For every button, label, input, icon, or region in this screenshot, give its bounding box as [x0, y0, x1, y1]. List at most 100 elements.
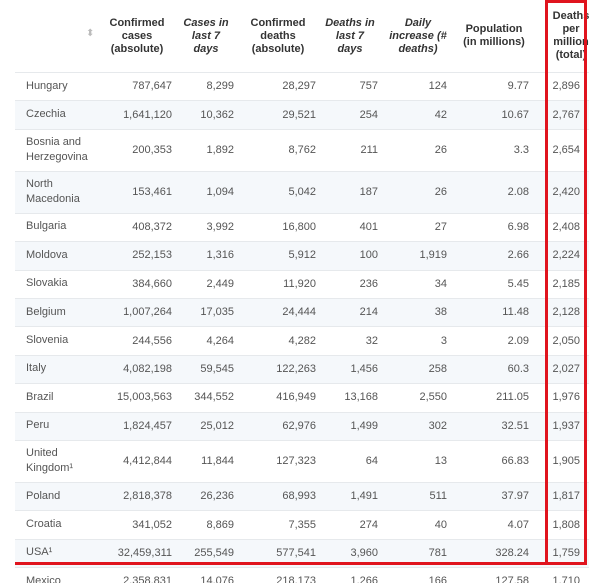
cell-value: 32	[365, 334, 378, 347]
cell-value: 2,449	[206, 277, 234, 290]
cell-value: 2.08	[507, 185, 529, 198]
column-header[interactable]: Confirmed deaths (absolute)	[250, 16, 306, 55]
country-name: United Kingdom¹	[26, 447, 74, 474]
cell-value: 16,800	[282, 220, 316, 233]
cell-value: 5,042	[288, 185, 316, 198]
cell-value: 577,541	[276, 546, 316, 559]
table-row	[15, 510, 589, 538]
sort-icon[interactable]: ⬍	[86, 28, 95, 39]
cell-value: 2,027	[552, 362, 580, 375]
cell-value: 3	[440, 334, 447, 347]
table-row	[15, 269, 589, 298]
cell-value: 4,412,844	[123, 455, 172, 467]
cell-value: 252,153	[132, 249, 172, 262]
cell-value: 68,993	[282, 490, 316, 503]
country-name: Peru	[26, 419, 50, 432]
column-header[interactable]: Deaths per million (total)	[552, 10, 589, 61]
cell-value: 32.51	[501, 419, 529, 432]
cell-value: 9.77	[507, 80, 529, 93]
cell-value: 127,323	[276, 455, 316, 467]
cell-value: 511	[429, 490, 447, 503]
cell-value: 8,762	[288, 143, 316, 156]
cell-value: 42	[434, 108, 447, 121]
table-row	[15, 567, 589, 583]
country-name: Slovakia	[26, 277, 68, 290]
cell-value: 408,372	[132, 220, 172, 233]
table-row	[15, 411, 589, 440]
table-row	[15, 100, 589, 129]
country-name: Hungary	[26, 79, 68, 92]
cell-value: 6.98	[507, 220, 529, 233]
cell-value: 1,007,264	[123, 306, 172, 319]
cell-value: 1,919	[419, 249, 447, 262]
cell-value: 10.67	[501, 108, 529, 121]
cell-value: 59,545	[200, 362, 234, 375]
cell-value: 2,224	[552, 249, 580, 262]
country-name: Czechia	[26, 108, 66, 121]
table-row	[15, 72, 589, 100]
cell-value: 66.83	[501, 455, 529, 467]
cell-value: 24,444	[282, 306, 316, 319]
cell-value: 218,173	[276, 575, 316, 583]
cell-value: 3,960	[350, 546, 378, 559]
cell-value: 4,082,198	[123, 362, 172, 375]
cell-value: 1,892	[206, 143, 234, 156]
cell-value: 8,299	[206, 80, 234, 93]
country-name: Belgium	[26, 305, 66, 318]
cell-value: 1,641,120	[123, 108, 172, 121]
cell-value: 1,491	[350, 490, 378, 503]
table-row	[15, 212, 589, 241]
cell-value: 27	[434, 220, 447, 233]
cell-value: 5,912	[288, 249, 316, 262]
cell-value: 40	[434, 518, 447, 531]
cell-value: 258	[428, 362, 447, 375]
cell-value: 254	[359, 108, 378, 121]
cell-value: 1,094	[206, 185, 234, 198]
cell-value: 124	[428, 80, 447, 93]
column-header[interactable]: Cases in last 7 days	[183, 16, 229, 55]
cell-value: 4.07	[507, 518, 529, 531]
cell-value: 1,905	[552, 455, 580, 467]
cell-value: 341,052	[132, 518, 172, 531]
cell-value: 757	[359, 80, 378, 93]
cell-value: 26,236	[200, 490, 234, 503]
cell-value: 11,844	[201, 455, 234, 467]
cell-value: 32,459,311	[117, 546, 172, 559]
column-header[interactable]: Daily increase (# deaths)	[389, 16, 447, 55]
cell-value: 328.24	[495, 546, 529, 559]
cell-value: 13,168	[344, 391, 378, 404]
cell-value: 416,949	[276, 391, 316, 404]
cell-value: 274	[359, 518, 378, 531]
cell-value: 2,654	[552, 143, 580, 156]
cell-value: 214	[359, 306, 378, 319]
country-name: Brazil	[26, 390, 54, 403]
cell-value: 166	[428, 575, 447, 583]
cell-value: 25,012	[200, 419, 234, 432]
column-header[interactable]: Confirmed cases (absolute)	[109, 16, 165, 55]
cell-value: 2,128	[552, 306, 580, 319]
cell-value: 38	[434, 306, 447, 319]
cell-value: 127.58	[495, 575, 529, 583]
cell-value: 187	[359, 185, 378, 198]
cell-value: 10,362	[200, 108, 234, 121]
cell-value: 302	[428, 419, 447, 432]
column-header[interactable]: Population (in millions)	[463, 23, 525, 48]
cell-value: 4,282	[288, 334, 316, 347]
cell-value: 1,316	[206, 249, 234, 262]
cell-value: 1,808	[552, 518, 580, 531]
cell-value: 100	[359, 249, 378, 262]
cell-value: 2,550	[419, 391, 447, 404]
cell-value: 1,456	[350, 362, 378, 375]
cell-value: 62,976	[282, 419, 316, 432]
cell-value: 1,817	[552, 490, 580, 503]
cell-value: 26	[434, 143, 447, 156]
cell-value: 11,920	[283, 277, 316, 290]
cell-value: 1,710	[552, 575, 580, 583]
country-name: Poland	[26, 489, 61, 502]
country-name: Bosnia and Herzegovina	[26, 135, 88, 163]
highlight-line	[15, 562, 547, 565]
column-header[interactable]: Deaths in last 7 days	[325, 16, 375, 55]
cell-value: 401	[359, 220, 378, 233]
cell-value: 29,521	[282, 108, 316, 121]
cell-value: 3,992	[206, 220, 234, 233]
